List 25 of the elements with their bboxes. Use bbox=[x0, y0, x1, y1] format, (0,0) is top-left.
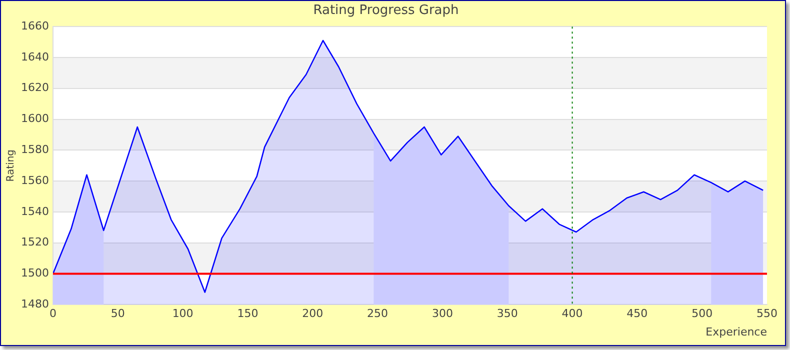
y-tick-label: 1540 bbox=[20, 204, 49, 218]
y-tick-label: 1660 bbox=[20, 19, 49, 32]
y-tick-label: 1620 bbox=[20, 81, 49, 94]
chart-title: Rating Progress Graph bbox=[313, 3, 459, 18]
y-tick-label: 1520 bbox=[20, 236, 49, 249]
y-axis-title: Rating bbox=[6, 149, 17, 182]
x-tick-label: 0 bbox=[49, 307, 56, 320]
y-tick-label: 1480 bbox=[20, 297, 49, 310]
y-tick-label: 1640 bbox=[20, 50, 49, 64]
x-tick-label: 250 bbox=[367, 307, 388, 320]
x-tick-label: 50 bbox=[110, 307, 125, 320]
x-tick-label: 200 bbox=[302, 307, 324, 320]
x-tick-label: 500 bbox=[692, 307, 713, 320]
x-tick-label: 450 bbox=[626, 307, 648, 320]
x-tick-label: 550 bbox=[756, 307, 778, 320]
x-tick-label: 350 bbox=[496, 307, 518, 320]
x-tick-label: 400 bbox=[562, 307, 583, 320]
y-tick-label: 1580 bbox=[20, 143, 49, 156]
x-tick-label: 300 bbox=[432, 307, 453, 320]
x-tick-label: 150 bbox=[237, 307, 258, 320]
y-tick-label: 1500 bbox=[20, 266, 49, 280]
y-tick-label: 1560 bbox=[20, 174, 49, 187]
y-tick-label: 1600 bbox=[20, 112, 49, 126]
x-axis-title: Experience bbox=[706, 325, 768, 338]
x-tick-label: 100 bbox=[172, 307, 194, 320]
